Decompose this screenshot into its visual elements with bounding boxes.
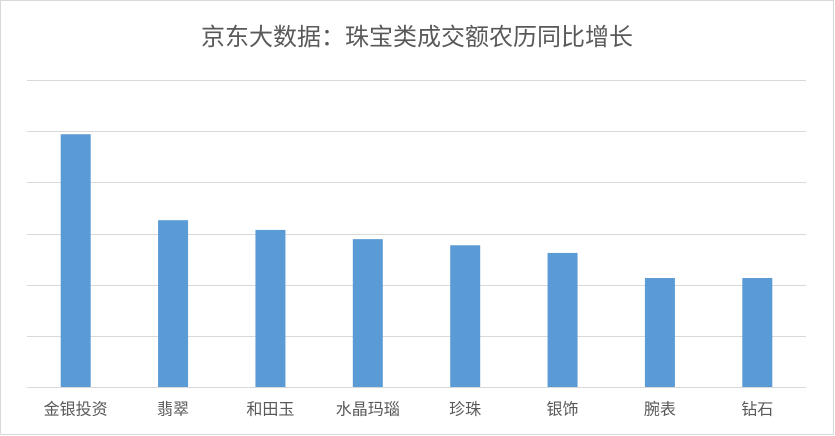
bar bbox=[60, 134, 91, 387]
x-tick-label: 翡翠 bbox=[157, 400, 189, 419]
bar bbox=[547, 252, 578, 387]
x-tick-label: 和田玉 bbox=[246, 400, 294, 419]
x-tick-label: 钻石 bbox=[741, 400, 773, 419]
chart-title: 京东大数据：珠宝类成交额农历同比增长 bbox=[201, 23, 633, 51]
x-tick-label: 金银投资 bbox=[44, 400, 108, 419]
bar bbox=[742, 278, 773, 387]
bar bbox=[352, 239, 383, 387]
bar bbox=[255, 229, 286, 387]
bar bbox=[644, 278, 675, 387]
x-tick-label: 水晶玛瑙 bbox=[336, 400, 400, 419]
x-tick-label: 腕表 bbox=[644, 400, 676, 419]
bar bbox=[450, 245, 481, 387]
x-tick-label: 银饰 bbox=[547, 400, 579, 419]
bar bbox=[158, 220, 189, 387]
x-tick-label: 珍珠 bbox=[449, 400, 481, 419]
